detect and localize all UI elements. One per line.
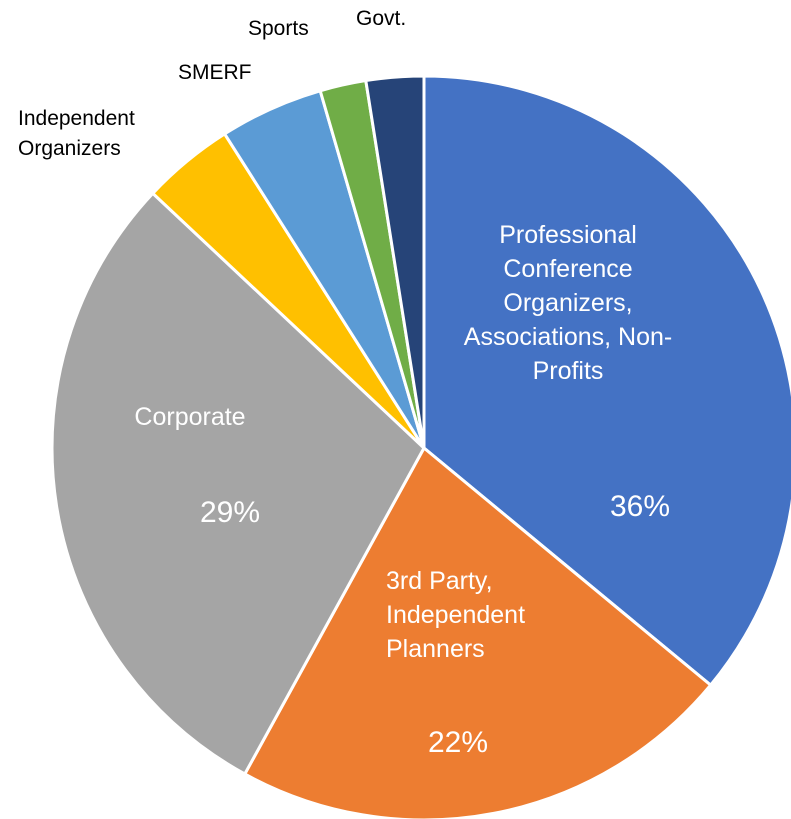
slice-label: Independent Organizers <box>18 107 135 160</box>
pie-slice <box>422 74 791 688</box>
pie-slice <box>50 191 426 777</box>
slice-label: Sports <box>248 17 309 40</box>
slice-label: Professional Conference Organizers, Asso… <box>463 221 673 385</box>
pie-slice <box>242 445 713 819</box>
pie-slice <box>364 74 426 449</box>
slice-label: SMERF <box>178 61 252 84</box>
value-label: 29% <box>199 496 261 529</box>
value-label: 22% <box>427 726 489 759</box>
value-label: 36% <box>609 490 671 523</box>
slice-label: Govt. <box>356 7 407 30</box>
slice-label: 3rd Party, Independent Planners <box>386 567 526 663</box>
slice-label: Corporate <box>134 403 246 431</box>
